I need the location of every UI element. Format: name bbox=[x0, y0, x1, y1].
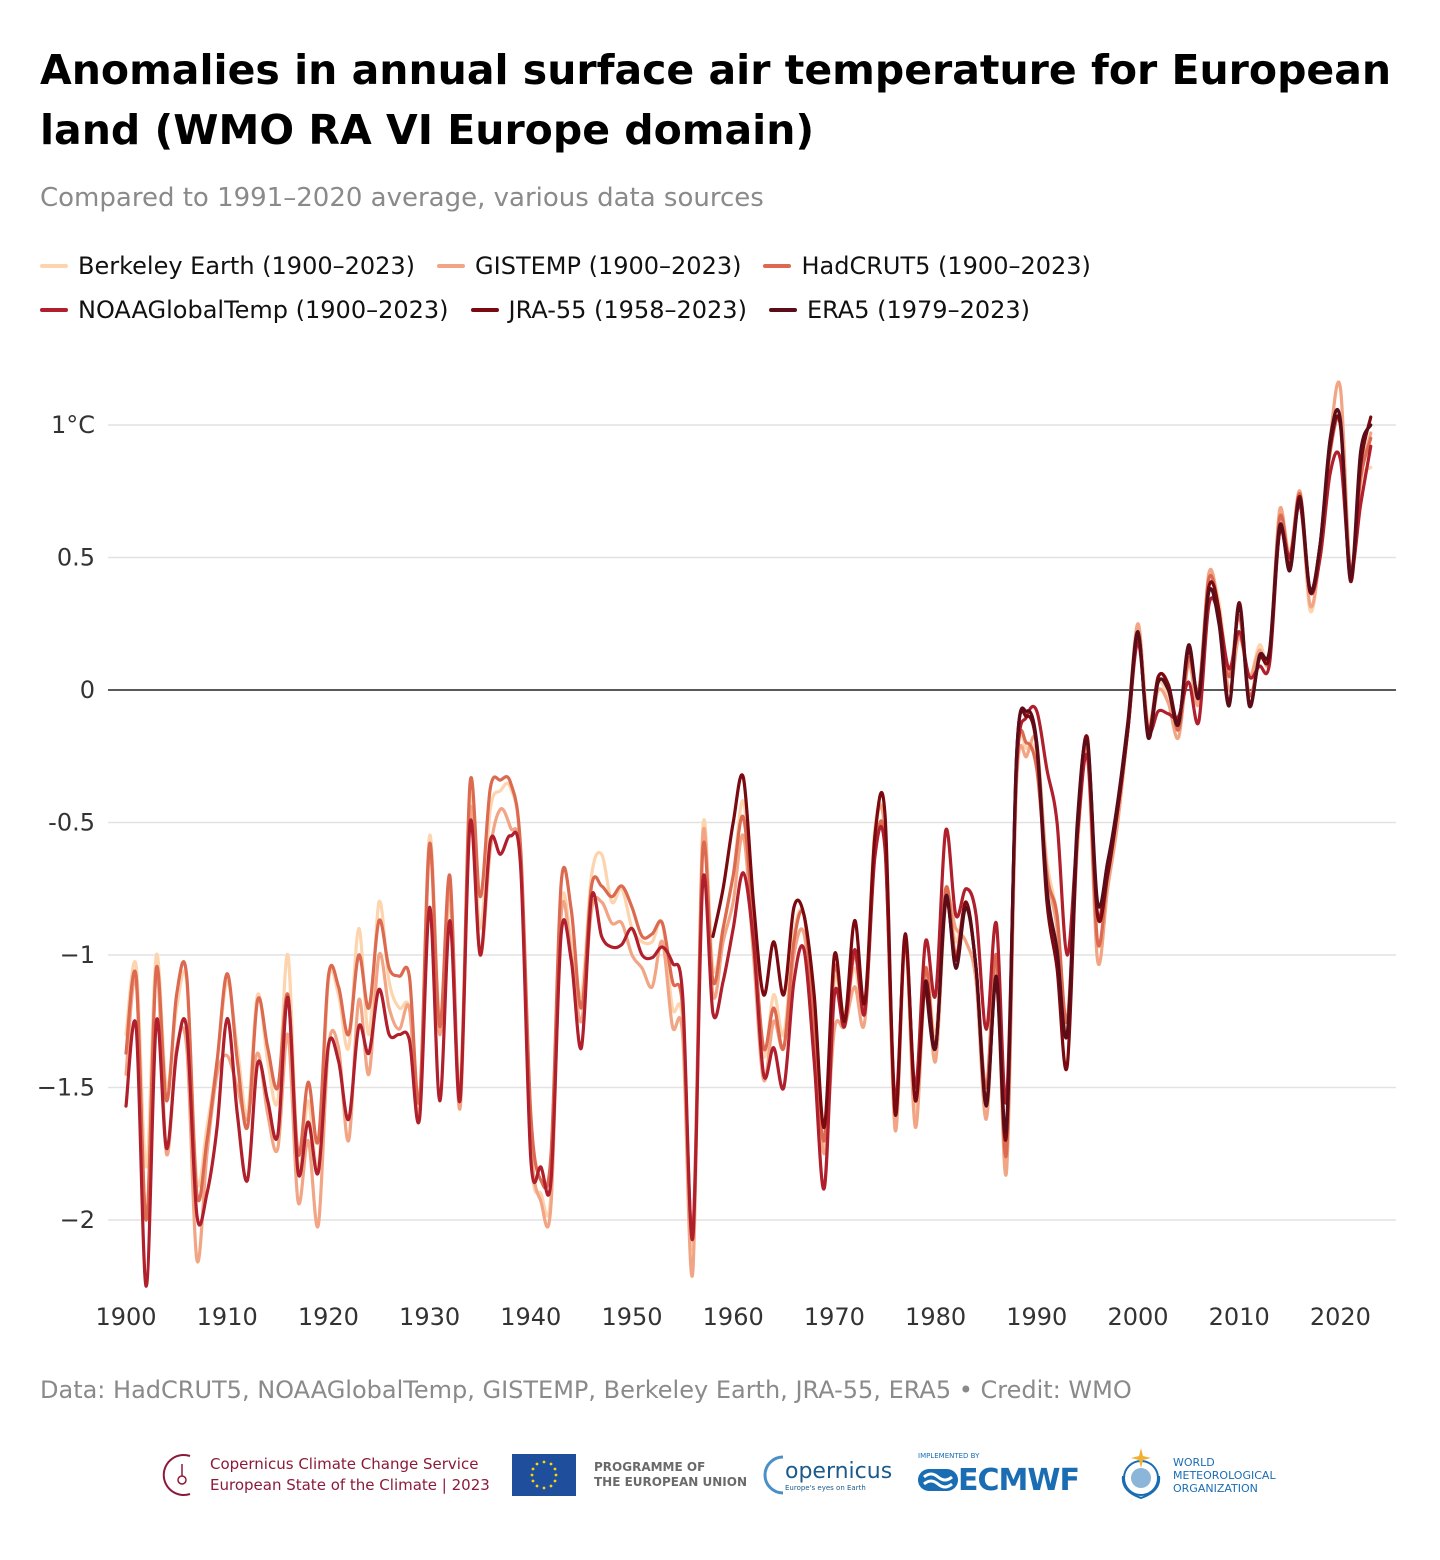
chart-title: Anomalies in annual surface air temperat… bbox=[40, 46, 1392, 154]
x-tick-label: 2010 bbox=[1209, 1303, 1270, 1331]
x-tick-label: 1910 bbox=[197, 1303, 258, 1331]
c3s-thermometer-icon bbox=[162, 1454, 191, 1496]
legend-swatch bbox=[437, 264, 466, 268]
source-credit: Data: HadCRUT5, NOAAGlobalTemp, GISTEMP,… bbox=[40, 1376, 1132, 1404]
x-tick-label: 1990 bbox=[1006, 1303, 1067, 1331]
y-tick-label: 1°C bbox=[51, 411, 95, 439]
eu-line2: THE EUROPEAN UNION bbox=[594, 1475, 747, 1489]
y-tick-label: −1.5 bbox=[37, 1074, 95, 1102]
legend-swatch bbox=[40, 264, 68, 268]
copernicus-arc-icon bbox=[763, 1455, 784, 1495]
legend-label: NOAAGlobalTemp (1900–2023) bbox=[78, 296, 449, 324]
legend-row: NOAAGlobalTemp (1900–2023) JRA-55 (1958–… bbox=[40, 288, 1420, 332]
legend-swatch bbox=[470, 308, 499, 312]
legend-swatch bbox=[763, 264, 792, 268]
ecmwf-logo: IMPLEMENTED BY ECMWF bbox=[918, 1440, 1080, 1510]
y-tick-label: −2 bbox=[60, 1206, 95, 1234]
legend-item-gistemp: GISTEMP (1900–2023) bbox=[437, 252, 741, 280]
chart-subtitle: Compared to 1991–2020 average, various d… bbox=[40, 183, 764, 213]
x-tick-label: 2000 bbox=[1107, 1303, 1168, 1331]
wmo-line2: METEOROLOGICAL bbox=[1173, 1468, 1276, 1482]
c3s-line2: European State of the Climate | 2023 bbox=[210, 1476, 490, 1494]
y-tick-label: 0 bbox=[80, 676, 95, 704]
legend-label: Berkeley Earth (1900–2023) bbox=[78, 252, 416, 280]
series-line-era5 bbox=[923, 407, 1373, 1134]
c3s-logo: Copernicus Climate Change Service Europe… bbox=[160, 1440, 490, 1510]
copernicus-tagline: Europe's eyes on Earth bbox=[785, 1483, 866, 1492]
eu-logo: PROGRAMME OF THE EUROPEAN UNION bbox=[512, 1440, 747, 1510]
legend: Berkeley Earth (1900–2023) GISTEMP (1900… bbox=[40, 244, 1420, 332]
legend-swatch bbox=[40, 308, 68, 312]
copernicus-wordmark: opernicus bbox=[785, 1458, 893, 1484]
legend-item-berkeley: Berkeley Earth (1900–2023) bbox=[40, 252, 415, 280]
series-line-gistemp bbox=[124, 380, 1373, 1278]
eu-line1: PROGRAMME OF bbox=[594, 1460, 706, 1474]
wmo-emblem-icon bbox=[1121, 1448, 1161, 1500]
legend-item-era5: ERA5 (1979–2023) bbox=[768, 296, 1031, 324]
x-tick-label: 1970 bbox=[804, 1303, 865, 1331]
logo-strip: Copernicus Climate Change Service Europe… bbox=[160, 1440, 1290, 1510]
x-tick-label: 2020 bbox=[1310, 1303, 1371, 1331]
wmo-line1: WORLD bbox=[1173, 1455, 1215, 1469]
x-tick-label: 1930 bbox=[399, 1303, 460, 1331]
legend-row: Berkeley Earth (1900–2023) GISTEMP (1900… bbox=[40, 244, 1420, 288]
legend-item-hadcrut5: HadCRUT5 (1900–2023) bbox=[763, 252, 1091, 280]
wmo-line3: ORGANIZATION bbox=[1173, 1481, 1258, 1495]
x-tick-label: 1950 bbox=[601, 1303, 662, 1331]
y-tick-label: 0.5 bbox=[57, 544, 95, 572]
y-tick-label: -0.5 bbox=[48, 809, 95, 837]
eu-flag-icon bbox=[512, 1454, 576, 1496]
copernicus-logo: opernicus Europe's eyes on Earth bbox=[763, 1440, 892, 1510]
legend-label: JRA-55 (1958–2023) bbox=[508, 296, 747, 324]
legend-label: HadCRUT5 (1900–2023) bbox=[801, 252, 1091, 280]
ecmwf-wordmark: ECMWF bbox=[958, 1462, 1080, 1498]
x-tick-label: 1920 bbox=[298, 1303, 359, 1331]
x-tick-label: 1960 bbox=[703, 1303, 764, 1331]
x-tick-label: 1900 bbox=[95, 1303, 156, 1331]
ecmwf-implemented-by: IMPLEMENTED BY bbox=[918, 1452, 980, 1460]
legend-swatch bbox=[768, 308, 797, 312]
ecmwf-waves-icon bbox=[918, 1469, 958, 1491]
wmo-logo: WORLD METEOROLOGICAL ORGANIZATION bbox=[1115, 1440, 1276, 1510]
y-tick-label: −1 bbox=[60, 941, 95, 969]
x-tick-label: 1980 bbox=[905, 1303, 966, 1331]
x-tick-label: 1940 bbox=[500, 1303, 561, 1331]
legend-label: ERA5 (1979–2023) bbox=[806, 296, 1031, 324]
legend-label: GISTEMP (1900–2023) bbox=[475, 252, 742, 280]
c3s-line1: Copernicus Climate Change Service bbox=[210, 1455, 479, 1473]
legend-item-jra55: JRA-55 (1958–2023) bbox=[470, 296, 747, 324]
legend-item-noaa: NOAAGlobalTemp (1900–2023) bbox=[40, 296, 449, 324]
